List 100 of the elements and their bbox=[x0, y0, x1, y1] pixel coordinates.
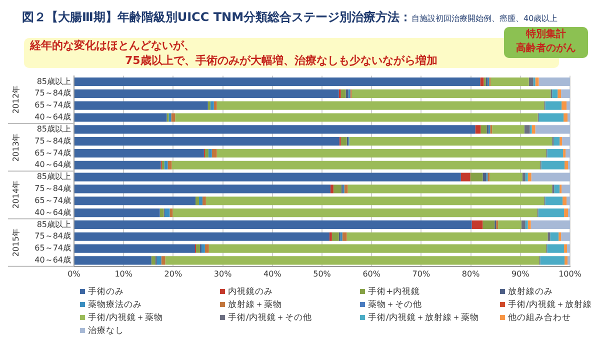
y-tick-label: 85歳以上 bbox=[36, 124, 71, 134]
legend-label: 薬物＋その他 bbox=[367, 299, 423, 311]
bar bbox=[475, 125, 481, 134]
bar bbox=[547, 148, 564, 158]
bar bbox=[344, 184, 348, 194]
bar bbox=[214, 101, 217, 110]
bar bbox=[547, 244, 564, 253]
bar bbox=[528, 172, 532, 182]
bar bbox=[567, 244, 570, 253]
legend-label: 手術+内視鏡 bbox=[367, 286, 422, 298]
bar bbox=[524, 125, 530, 134]
bar bbox=[566, 148, 570, 158]
legend-label: 手術/内視鏡＋放射線 bbox=[507, 299, 593, 311]
bar bbox=[460, 172, 470, 182]
x-tick-label: 70% bbox=[412, 269, 430, 278]
bar bbox=[558, 89, 562, 98]
y-tick-label: 40～64歳 bbox=[34, 160, 71, 170]
bar bbox=[566, 196, 570, 206]
legend-label: 手術/内視鏡＋その他 bbox=[227, 312, 313, 324]
bar bbox=[196, 244, 200, 253]
bar bbox=[74, 89, 339, 98]
bar bbox=[74, 101, 208, 110]
legend-label: 内視鏡のみ bbox=[227, 286, 274, 298]
bar bbox=[470, 172, 483, 182]
bar bbox=[74, 184, 330, 194]
x-tick-label: 60% bbox=[362, 269, 381, 278]
bar bbox=[538, 77, 570, 86]
bar bbox=[562, 184, 570, 194]
bar bbox=[198, 196, 202, 206]
bar bbox=[346, 232, 548, 241]
text: 高齢者のがん bbox=[515, 42, 577, 56]
bar bbox=[329, 232, 332, 241]
bar bbox=[333, 184, 342, 194]
bar bbox=[562, 196, 567, 206]
x-tick-label: 10% bbox=[114, 269, 133, 278]
x-tick-label: 0% bbox=[68, 269, 81, 278]
bar bbox=[564, 160, 568, 170]
bar bbox=[525, 172, 528, 182]
text: 2014年 bbox=[10, 180, 22, 210]
bar bbox=[201, 244, 205, 253]
legend-label: 他の組み合わせ bbox=[507, 312, 572, 324]
bar bbox=[348, 184, 552, 194]
bar bbox=[532, 125, 536, 134]
bar bbox=[548, 232, 550, 241]
y-tick-label: 40～64歳 bbox=[34, 256, 71, 265]
text: 特別集計 bbox=[524, 28, 567, 42]
bar bbox=[550, 232, 559, 241]
bar bbox=[196, 196, 199, 206]
bar bbox=[168, 113, 172, 122]
y-tick-label: 85歳以上 bbox=[36, 76, 71, 86]
bar bbox=[525, 220, 528, 229]
bar bbox=[563, 148, 566, 158]
chart-subtitle: 自施設初回治療開始例、癌腫、40歳以上 bbox=[412, 14, 558, 23]
x-tick-label: 30% bbox=[214, 269, 232, 278]
bar bbox=[522, 172, 526, 182]
bar bbox=[528, 220, 531, 229]
bar bbox=[74, 160, 161, 170]
bar bbox=[540, 256, 565, 265]
bar bbox=[165, 256, 540, 265]
bar bbox=[554, 137, 560, 146]
bar bbox=[560, 137, 562, 146]
bar bbox=[564, 244, 568, 253]
y-tick-label: 40～64歳 bbox=[34, 208, 71, 217]
bar bbox=[175, 113, 538, 122]
bar bbox=[74, 148, 204, 158]
bar bbox=[480, 77, 484, 86]
legend-label: 手術のみ bbox=[87, 286, 125, 298]
y-tick-label: 85歳以上 bbox=[36, 220, 71, 229]
bar bbox=[162, 160, 164, 170]
bar bbox=[492, 125, 524, 134]
bar bbox=[160, 208, 164, 218]
text: 75歳以上で、手術のみが大幅増、治療なしも少ないながら増加 bbox=[124, 53, 438, 68]
bar bbox=[74, 232, 330, 241]
x-tick-label: 100% bbox=[558, 269, 582, 278]
bar bbox=[164, 208, 170, 218]
bar bbox=[531, 172, 570, 182]
bar bbox=[168, 160, 172, 170]
bar bbox=[202, 196, 206, 206]
bar bbox=[340, 89, 346, 98]
y-tick-label: 65～74歳 bbox=[34, 244, 71, 253]
bar bbox=[541, 160, 565, 170]
bar bbox=[332, 232, 339, 241]
bar bbox=[545, 196, 563, 206]
bar bbox=[480, 125, 487, 134]
bar bbox=[212, 148, 217, 158]
bar bbox=[482, 172, 486, 182]
legend-label: 手術/内視鏡＋薬物 bbox=[87, 312, 164, 324]
bar bbox=[74, 172, 461, 182]
bar bbox=[74, 220, 472, 229]
bar bbox=[171, 113, 176, 122]
y-tick-label: 85歳以上 bbox=[36, 172, 71, 182]
bar bbox=[74, 125, 476, 134]
bar bbox=[74, 256, 152, 265]
bar bbox=[210, 101, 214, 110]
y-tick-label: 65～74歳 bbox=[34, 100, 71, 110]
bar bbox=[74, 113, 167, 122]
x-tick-label: 80% bbox=[462, 269, 480, 278]
y-tick-label: 75～84歳 bbox=[34, 88, 71, 98]
bar bbox=[530, 220, 570, 229]
bar bbox=[216, 148, 546, 158]
